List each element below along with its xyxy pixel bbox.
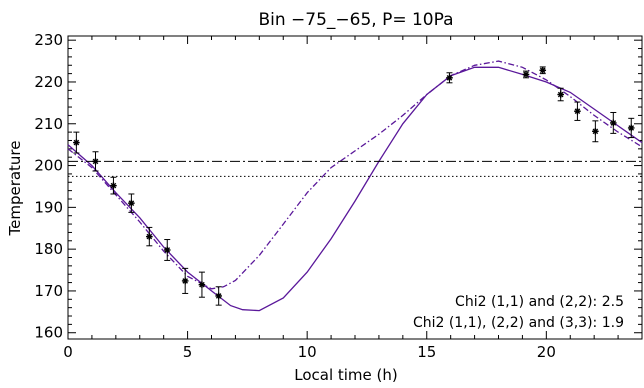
data-point-marker	[163, 246, 171, 254]
chi2-annotation-1: Chi2 (1,1) and (2,2): 2.5	[455, 294, 624, 310]
data-point-marker	[592, 127, 599, 135]
y-tick-label: 190	[34, 198, 63, 216]
data-point-marker	[627, 124, 635, 132]
x-tick-label: 10	[298, 343, 317, 361]
x-axis-label: Local time (h)	[294, 366, 398, 383]
y-tick-label: 210	[34, 115, 63, 133]
y-tick-label: 230	[34, 31, 63, 49]
data-point-marker	[446, 74, 453, 82]
data-point-marker	[110, 182, 117, 189]
data-point-marker	[181, 277, 189, 285]
x-tick-label: 0	[63, 343, 73, 361]
y-tick-label: 170	[34, 282, 63, 300]
data-point-marker	[128, 199, 135, 207]
y-tick-label: 200	[34, 157, 63, 175]
data-point-marker	[73, 139, 80, 146]
data-point-marker	[92, 158, 99, 165]
data-point-marker	[539, 66, 547, 74]
x-tick-label: 20	[537, 343, 556, 361]
chart-title: Bin −75_−65, P= 10Pa	[258, 10, 453, 30]
y-axis-label: Temperature	[6, 140, 24, 236]
model-curve-dash-dot	[67, 60, 643, 290]
data-point-marker	[146, 233, 153, 240]
x-tick-label: 5	[183, 343, 193, 361]
data-point-marker	[574, 107, 581, 115]
data-point-marker	[557, 91, 564, 98]
data-point-marker	[215, 292, 222, 300]
y-tick-label: 220	[34, 73, 63, 91]
model-curve-solid	[67, 66, 643, 312]
chi2-annotation-2: Chi2 (1,1), (2,2) and (3,3): 1.9	[413, 315, 624, 331]
y-tick-label: 160	[34, 324, 63, 342]
x-tick-label: 15	[417, 343, 436, 361]
data-point-marker	[198, 281, 206, 288]
data-point-marker	[522, 71, 530, 78]
y-tick-label: 180	[34, 240, 63, 258]
data-point-marker	[610, 119, 617, 127]
